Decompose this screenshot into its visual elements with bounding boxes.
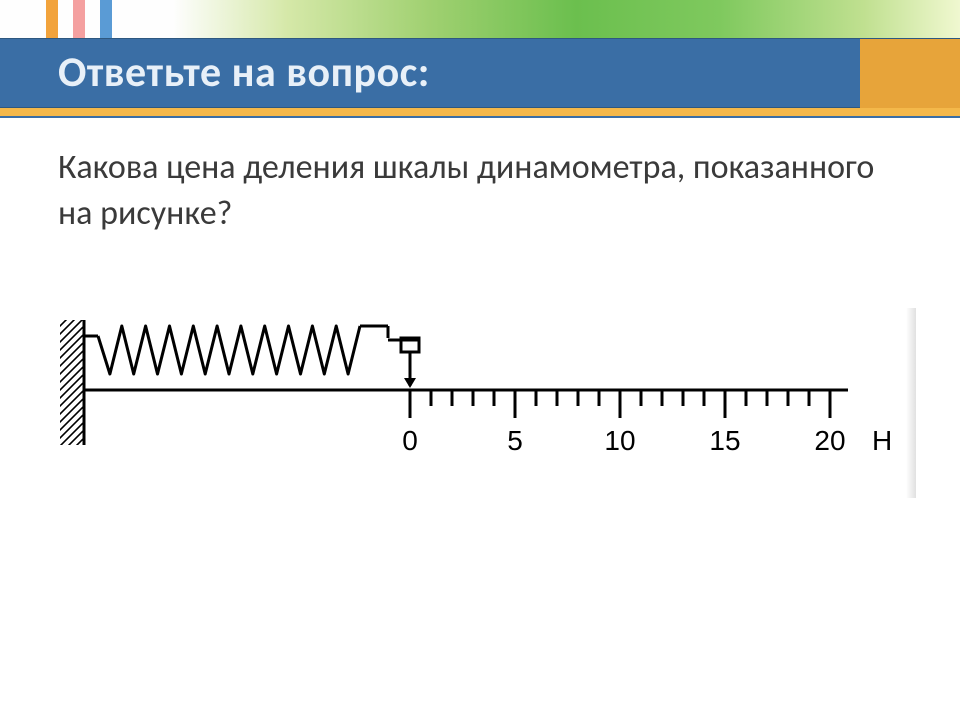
underline-blue	[0, 116, 960, 118]
title-band: Ответьте на вопрос:	[0, 38, 960, 108]
title-accent-right	[860, 39, 960, 109]
svg-text:0: 0	[402, 425, 418, 456]
svg-text:5: 5	[507, 425, 523, 456]
slide-root: Ответьте на вопрос: Какова цена деления …	[0, 0, 960, 720]
slide-title: Ответьте на вопрос:	[58, 47, 430, 98]
dynamometer-figure: 0 5 10 15 20 Н	[50, 320, 910, 500]
paper-edge-shadow	[906, 308, 916, 498]
top-gradient-bar	[0, 0, 960, 38]
dynamometer-svg: 0 5 10 15 20 Н	[50, 320, 910, 500]
underline-gold	[0, 108, 960, 116]
svg-text:15: 15	[709, 425, 740, 456]
svg-text:Н: Н	[872, 425, 892, 456]
svg-text:10: 10	[604, 425, 635, 456]
svg-text:20: 20	[814, 425, 845, 456]
question-text: Какова цена деления шкалы динамометра, п…	[58, 145, 900, 237]
